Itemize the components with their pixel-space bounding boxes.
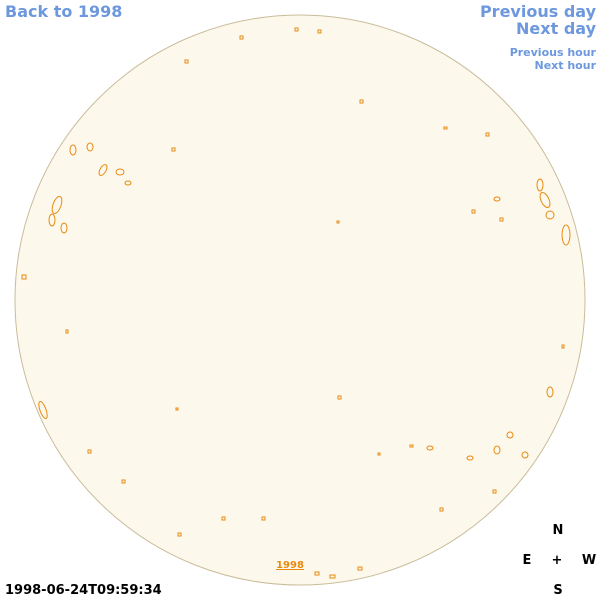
solar-disk: [14, 14, 586, 586]
magnetic-contours: [21, 27, 571, 579]
timestamp: 1998-06-24T09:59:34: [5, 583, 162, 598]
compass-center: +: [552, 553, 563, 568]
back-link[interactable]: Back to 1998: [5, 2, 122, 21]
compass-east: E: [523, 553, 532, 568]
compass-north: N: [553, 523, 564, 538]
next-hour-link[interactable]: Next hour: [535, 59, 597, 72]
disk-year-link[interactable]: 1998: [276, 560, 304, 571]
previous-hour-link[interactable]: Previous hour: [510, 46, 597, 59]
previous-day-link[interactable]: Previous day: [480, 2, 597, 21]
next-day-link[interactable]: Next day: [516, 19, 597, 38]
compass-west: W: [582, 553, 596, 568]
compass-south: S: [553, 583, 562, 598]
